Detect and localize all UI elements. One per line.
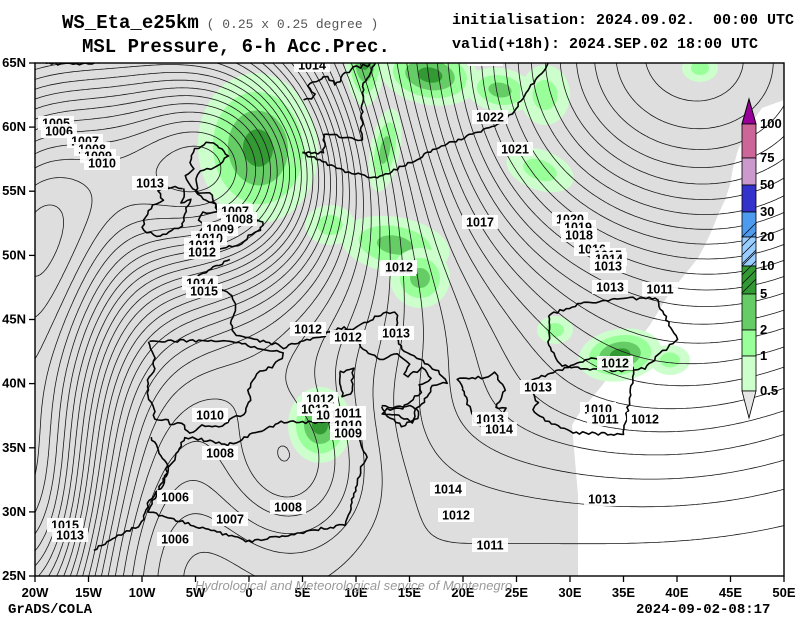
svg-text:1014: 1014 [434, 483, 462, 497]
svg-text:60N: 60N [2, 119, 26, 134]
svg-text:30E: 30E [558, 585, 581, 600]
svg-text:1012: 1012 [294, 323, 322, 337]
svg-text:40N: 40N [2, 376, 26, 391]
svg-text:1013: 1013 [136, 177, 164, 191]
svg-text:1006: 1006 [161, 491, 189, 505]
svg-text:5: 5 [760, 286, 767, 301]
svg-text:35N: 35N [2, 440, 26, 455]
svg-text:1025: 1025 [471, 53, 499, 67]
svg-text:1013: 1013 [588, 493, 616, 507]
svg-text:40E: 40E [665, 585, 688, 600]
svg-text:50E: 50E [772, 585, 795, 600]
svg-text:1012: 1012 [334, 331, 362, 345]
svg-text:100: 100 [760, 116, 782, 131]
svg-text:1013: 1013 [594, 260, 622, 274]
svg-text:1011: 1011 [591, 413, 618, 427]
svg-text:55N: 55N [2, 183, 26, 198]
svg-text:0.5: 0.5 [760, 383, 778, 398]
svg-text:75: 75 [760, 150, 774, 165]
svg-text:1021: 1021 [501, 143, 529, 157]
svg-text:1013: 1013 [524, 381, 552, 395]
svg-text:1008: 1008 [206, 447, 234, 461]
svg-text:1006: 1006 [161, 533, 189, 547]
svg-text:1013: 1013 [596, 281, 624, 295]
svg-text:10W: 10W [129, 585, 156, 600]
svg-text:1018: 1018 [565, 229, 593, 243]
svg-text:1008: 1008 [274, 501, 302, 515]
svg-text:1011: 1011 [476, 539, 503, 553]
svg-text:1012: 1012 [442, 509, 470, 523]
svg-text:1012: 1012 [601, 357, 629, 371]
svg-text:1012: 1012 [188, 246, 216, 260]
svg-text:50N: 50N [2, 247, 26, 262]
svg-text:1022: 1022 [476, 111, 504, 125]
svg-text:10: 10 [760, 258, 774, 273]
svg-text:45N: 45N [2, 312, 26, 327]
svg-text:25N: 25N [2, 568, 26, 583]
svg-text:1011: 1011 [646, 283, 673, 297]
svg-text:1013: 1013 [56, 529, 84, 543]
svg-text:30: 30 [760, 204, 774, 219]
svg-text:1010: 1010 [88, 157, 116, 171]
svg-text:2: 2 [760, 322, 767, 337]
svg-text:1013: 1013 [382, 327, 410, 341]
svg-text:1014: 1014 [298, 59, 326, 73]
svg-text:20: 20 [760, 229, 774, 244]
svg-text:1014: 1014 [485, 423, 513, 437]
svg-text:1012: 1012 [631, 413, 659, 427]
svg-text:20W: 20W [22, 585, 49, 600]
svg-text:45E: 45E [719, 585, 742, 600]
svg-text:1012: 1012 [385, 261, 413, 275]
svg-text:15W: 15W [75, 585, 102, 600]
svg-text:50: 50 [760, 177, 774, 192]
svg-text:1015: 1015 [190, 285, 218, 299]
svg-text:1010: 1010 [196, 409, 224, 423]
svg-text:1017: 1017 [466, 216, 494, 230]
svg-text:65N: 65N [2, 55, 26, 70]
svg-text:35E: 35E [612, 585, 635, 600]
svg-text:30N: 30N [2, 504, 26, 519]
svg-text:1: 1 [760, 348, 767, 363]
svg-text:1009: 1009 [334, 427, 362, 441]
svg-text:1007: 1007 [216, 513, 244, 527]
